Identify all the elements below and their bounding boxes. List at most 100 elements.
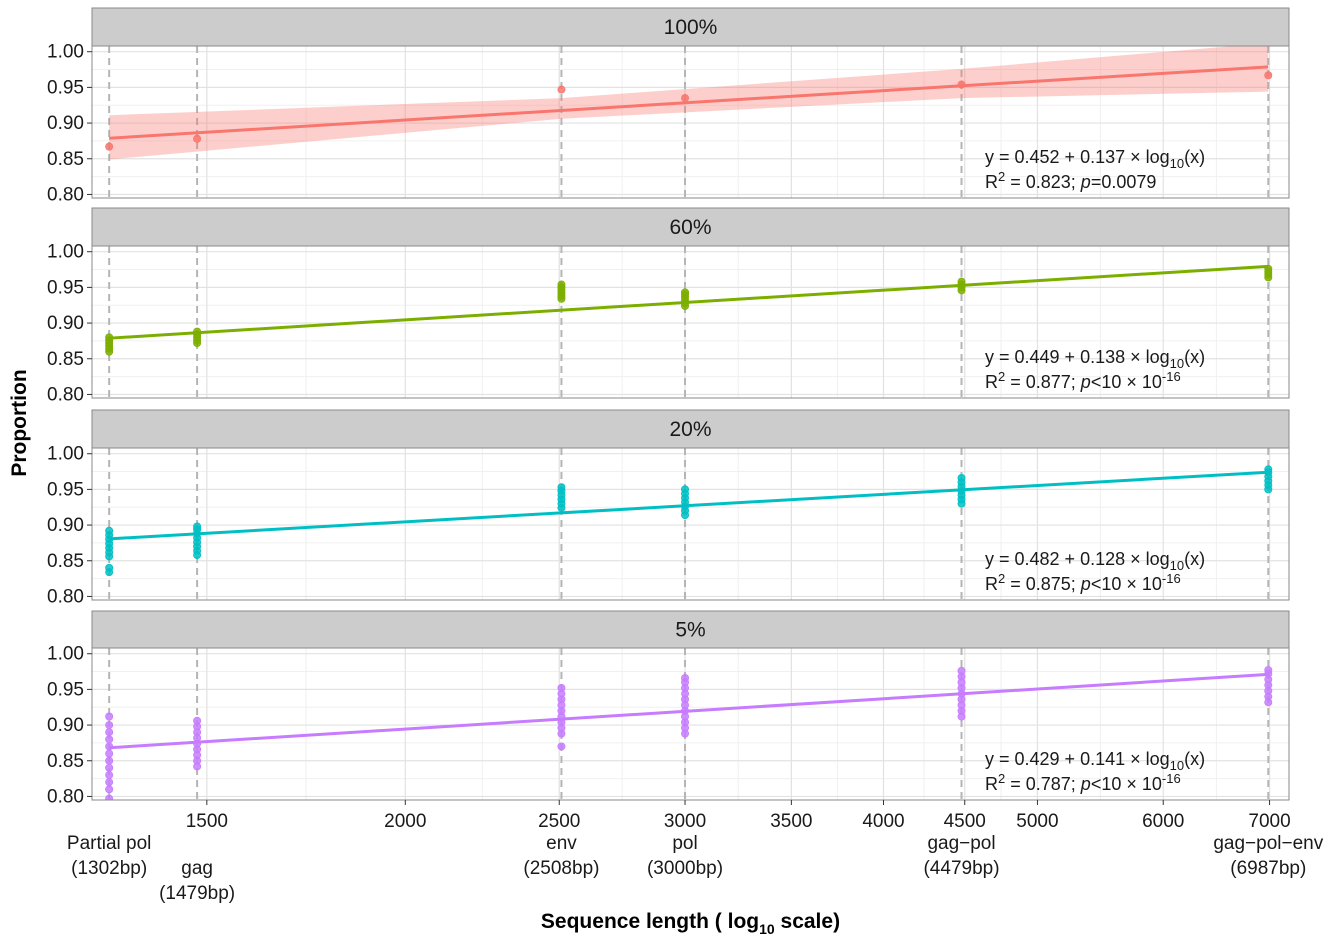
y-axis-title: Proportion [8,369,31,476]
data-point [557,742,566,751]
data-point [681,94,690,103]
facet-strip-label: 100% [664,16,718,39]
regression-stats: R2 = 0.787; p<10 × 10-16 [985,771,1181,794]
facet-panel-5pct: 5% 0.80 0.85 0.90 0.95 1.00 y = 0.429 + 0.141 … [47,610,1290,807]
panel-marks [105,666,1273,800]
regression-line [109,672,1269,750]
facet-strip-label: 60% [669,216,711,239]
regression-line [109,264,1269,340]
data-point [681,673,690,682]
gene-name-label: env [546,833,577,854]
data-point [105,721,114,730]
y-tick-label: 1.00 [47,644,84,665]
data-point [105,735,114,744]
facet-panel-100pct: 100% 0.80 0.85 0.90 0.95 1.00 y = 0.452 + 0.13… [47,7,1290,205]
regression-stats: R2 = 0.823; p=0.0079 [985,169,1156,192]
regression-line [109,470,1269,541]
y-tick-label: 0.95 [47,77,84,98]
y-tick-label: 1.00 [47,444,84,465]
panel-border [91,245,1290,399]
gene-length-label: (2508bp) [523,858,599,879]
y-tick-label: 0.80 [47,586,84,607]
x-tick-label: 1500 [186,811,228,832]
plot-background [92,648,1289,800]
panel-marks [105,465,1273,577]
gene-name-label: gag [181,858,213,879]
data-point [105,749,114,758]
y-tick-label: 0.85 [47,751,84,772]
x-tick-label: 3500 [770,811,812,832]
panel-marks [105,264,1273,356]
gene-name-label: gag−pol [927,833,995,854]
data-point [193,522,202,531]
y-tick-label: 0.90 [47,515,84,536]
facet-strip-label: 5% [675,619,705,642]
data-point [957,666,966,675]
data-point [105,771,114,780]
data-point [105,526,114,535]
y-tick-label: 1.00 [47,242,84,263]
regression-equation: y = 0.449 + 0.138 × log10(x) [985,347,1205,371]
data-point [105,563,114,572]
regression-equation: y = 0.482 + 0.128 × log10(x) [985,549,1205,573]
gene-length-label: (6987bp) [1230,858,1306,879]
regression-stats: R2 = 0.875; p<10 × 10-16 [985,571,1181,594]
y-tick-label: 0.90 [47,313,84,334]
data-point [557,280,566,289]
gene-name-label: Partial pol [67,833,152,854]
regression-equation: y = 0.452 + 0.137 × log10(x) [985,147,1205,171]
x-axis-title: Sequence length ( log10 scale) [541,910,840,937]
regression-equation: y = 0.429 + 0.141 × log10(x) [985,749,1205,773]
gene-length-label: (1302bp) [71,858,147,879]
facet-panel-60pct: 60% 0.80 0.85 0.90 0.95 1.00 y = 0.449 + 0.138… [47,207,1290,405]
gene-name-label: gag−pol−env [1213,833,1323,854]
x-tick-label: 6000 [1142,811,1184,832]
plot-background [92,46,1289,198]
gene-length-label: (3000bp) [647,858,723,879]
y-tick-label: 0.90 [47,113,84,134]
data-point [681,485,690,494]
panel-border [91,447,1290,601]
data-point [105,142,114,151]
data-point [193,716,202,725]
data-point [193,134,202,143]
data-point [105,785,114,794]
x-tick-label: 4000 [862,811,904,832]
y-tick-label: 0.80 [47,184,84,205]
facet-strip [91,610,1290,649]
data-point [105,778,114,787]
data-point [557,483,566,492]
facet-panel-20pct: 20% 0.80 0.85 0.90 0.95 1.00 y = 0.482 + 0.128… [47,409,1290,607]
data-point [1264,666,1273,675]
x-tick-label: 4500 [944,811,986,832]
y-tick-label: 0.95 [47,277,84,298]
gene-length-label: (1479bp) [159,883,235,904]
x-tick-label: 3000 [664,811,706,832]
y-tick-label: 0.80 [47,786,84,807]
panel-border [91,647,1290,801]
gene-name-label: pol [672,833,697,854]
y-tick-label: 0.85 [47,551,84,572]
y-tick-label: 0.95 [47,479,84,500]
data-point [681,288,690,297]
data-point [105,794,114,800]
plot-background [92,246,1289,398]
x-tick-label: 5000 [1016,811,1058,832]
gene-length-label: (4479bp) [923,858,999,879]
regression-line [109,65,1269,140]
facet-strip [91,7,1290,47]
y-tick-label: 0.90 [47,715,84,736]
panel-marks [105,46,1273,160]
data-point [105,763,114,772]
data-point [557,683,566,692]
data-point [105,712,114,721]
facet-strip-label: 20% [669,418,711,441]
data-point [1264,71,1273,80]
y-tick-label: 0.85 [47,349,84,370]
y-tick-label: 0.80 [47,384,84,405]
x-tick-label: 2500 [538,811,580,832]
data-point [557,85,566,94]
regression-stats: R2 = 0.877; p<10 × 10-16 [985,369,1181,392]
x-tick-label: 2000 [384,811,426,832]
